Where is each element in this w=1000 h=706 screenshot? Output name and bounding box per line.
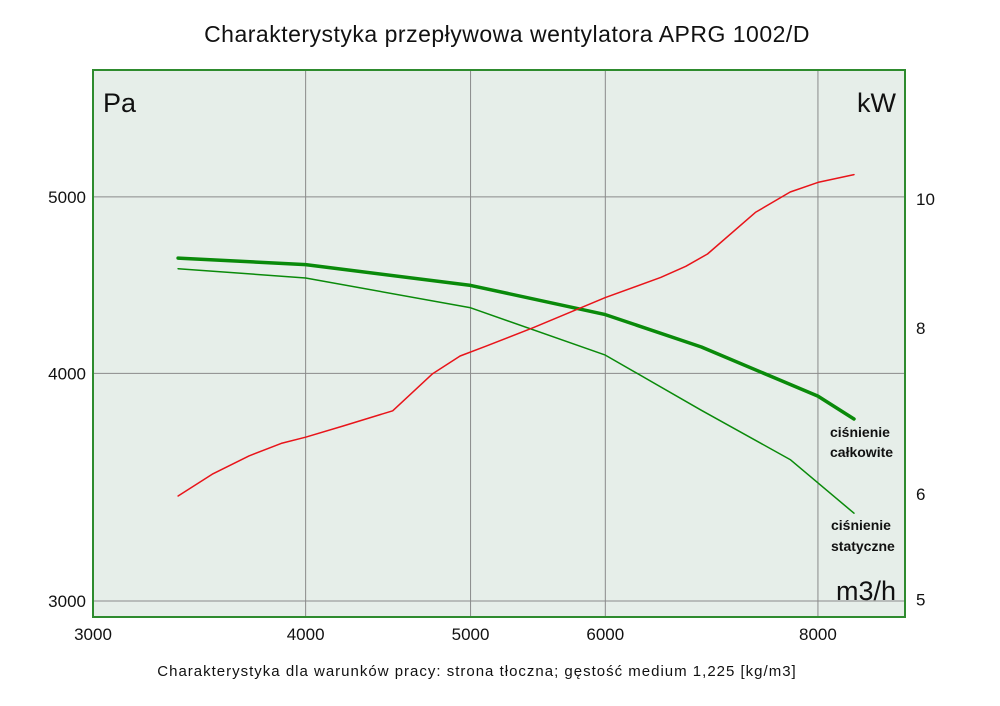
static-pressure-line (177, 267, 855, 514)
x-tick-label: 6000 (586, 625, 624, 644)
x-tick-label: 3000 (74, 625, 112, 644)
plot-frame (92, 69, 906, 618)
y2-tick-label: 5 (916, 590, 925, 609)
y2-tick-label: 8 (916, 319, 925, 338)
series-label-static-1: ciśnienie (831, 517, 891, 533)
y-tick-label: 5000 (48, 188, 86, 207)
total-pressure-line (176, 256, 856, 421)
x-tick-label: 8000 (799, 625, 837, 644)
tick-labels: 3000 4000 5000 6000 8000 3000 4000 5000 5 6 8 10 (48, 188, 935, 644)
series-label-total-1: ciśnienie (830, 424, 890, 440)
y-tick-label: 3000 (48, 592, 86, 611)
series-label-total-2: całkowite (830, 444, 893, 460)
x-axis-label: m3/h (836, 576, 896, 606)
x-tick-label: 4000 (287, 625, 325, 644)
plot-area (93, 70, 905, 617)
power-line (177, 173, 855, 497)
y2-axis-label: kW (857, 88, 897, 118)
series-label-static-2: statyczne (831, 538, 895, 554)
chart-caption: Charakterystyka dla warunków pracy: stro… (157, 663, 796, 680)
series-lines (176, 173, 856, 514)
grid (93, 70, 905, 617)
y-axis-label: Pa (103, 88, 137, 118)
y2-tick-label: 10 (916, 190, 935, 209)
x-tick-label: 5000 (452, 625, 490, 644)
y2-tick-label: 6 (916, 485, 925, 504)
y-tick-label: 4000 (48, 364, 86, 383)
chart-title: Charakterystyka przepływowa wentylatora … (204, 21, 810, 47)
